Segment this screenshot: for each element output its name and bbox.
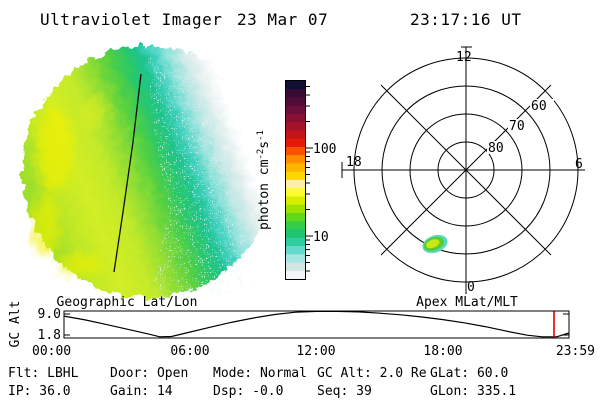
x-tick-label-0600: 06:00 — [170, 344, 209, 359]
colorbar-band — [286, 122, 305, 131]
dayglow-bright-patch — [32, 195, 60, 255]
page-title: Ultraviolet Imager — [40, 10, 222, 29]
colorbar-band — [286, 237, 305, 247]
timeline-y-axis-title: GC Alt — [8, 301, 23, 348]
x-tick-label-1800: 18:00 — [423, 344, 462, 359]
colorbar-units-label: photon cm-2s-1 — [256, 130, 272, 230]
timeline-y-ticks — [64, 313, 569, 336]
status-gcalt: GC Alt: 2.0 Re — [317, 366, 427, 381]
colorbar-band — [286, 97, 305, 107]
colorbar-units-main: photon cm — [257, 159, 272, 230]
colorbar-band — [286, 221, 305, 230]
status-door: Door: Open — [110, 366, 188, 381]
meridian-trace-line — [113, 73, 142, 273]
colorbar-band — [286, 254, 305, 263]
mlat-label-70: 70 — [509, 119, 525, 134]
uv-disk-image — [22, 46, 274, 302]
status-flt: Flt: LBHL — [8, 366, 79, 381]
status-readout: Flt: LBHL Door: Open Mode: Normal GC Alt… — [8, 366, 516, 399]
colorbar: 100 10 photon cm-2s-1 — [256, 80, 336, 280]
dayglow-bright-patch — [58, 253, 102, 277]
colorbar-band — [286, 105, 305, 115]
gc-alt-curve — [63, 310, 570, 338]
status-dsp: Dsp: -0.0 — [213, 384, 283, 399]
dayglow-bright-patch — [81, 94, 109, 130]
x-tick-label-0000: 00:00 — [32, 344, 71, 359]
colorbar-band — [286, 204, 305, 214]
colorbar-border — [285, 80, 306, 280]
y-tick-label-1-8: 1.8 — [38, 328, 61, 343]
colorbar-band — [286, 246, 305, 255]
colorbar-band — [286, 130, 305, 140]
mlat-label-bg — [530, 99, 554, 112]
x-tick-label-2359: 23:59 — [556, 344, 595, 359]
colorbar-band — [286, 138, 305, 148]
aurora-blob — [422, 234, 448, 254]
status-seq: Seq: 39 — [317, 384, 372, 399]
colorbar-bands — [286, 81, 305, 280]
colorbar-band — [286, 229, 305, 239]
colorbar-band — [286, 89, 305, 98]
aurora-blob-core — [426, 239, 440, 249]
header-date: 23 Mar 07 — [237, 10, 328, 29]
colorbar-tick-label-10: 10 — [313, 230, 329, 245]
disk-panel-caption: Geographic Lat/Lon — [57, 295, 198, 310]
polar-plot — [341, 46, 585, 294]
colorbar-units-sup1: -1 — [256, 130, 266, 141]
mlat-label-bg — [508, 119, 532, 132]
polar-labels: 12 18 6 0 80 70 60 — [346, 50, 583, 295]
colorbar-band — [286, 196, 305, 206]
colorbar-band — [286, 147, 305, 156]
timeline-box — [63, 310, 570, 339]
header-time: 23:17:16 UT — [410, 10, 521, 29]
colorbar-band — [286, 155, 305, 164]
mlt-label-18: 18 — [346, 155, 362, 170]
terminator-speckle-noise — [148, 56, 246, 302]
y-tick-label-9: 9.0 — [38, 307, 61, 322]
colorbar-units-s: s — [257, 141, 272, 149]
status-glon: GLon: 335.1 — [430, 384, 516, 399]
colorbar-band — [286, 180, 305, 189]
colorbar-ticks — [306, 86, 313, 272]
mlt-label-12: 12 — [456, 50, 472, 65]
gc-alt-timeline: GC Alt 9.0 1.8 00:00 06:00 12:00 18:00 2… — [8, 301, 595, 359]
colorbar-tick-label-100: 100 — [313, 142, 336, 157]
colorbar-units-sup2: -2 — [256, 149, 266, 160]
status-glat: GLat: 60.0 — [430, 366, 508, 381]
colorbar-band — [286, 262, 305, 272]
colorbar-band — [286, 114, 305, 123]
mlat-label-80: 80 — [488, 141, 504, 156]
mlt-spoke-diagonal-2 — [380, 84, 552, 256]
dayglow-bright-patch — [37, 108, 73, 192]
colorbar-band — [286, 188, 305, 197]
colorbar-band — [286, 270, 305, 280]
colorbar-band — [286, 81, 305, 90]
polar-panel-caption: Apex MLat/MLT — [416, 295, 518, 310]
x-tick-label-1200: 12:00 — [296, 344, 335, 359]
mlat-label-bg — [487, 141, 511, 154]
colorbar-band — [286, 171, 305, 181]
status-gain: Gain: 14 — [110, 384, 173, 399]
mlt-label-0: 0 — [467, 280, 475, 295]
mlt-label-6: 6 — [575, 157, 583, 172]
status-mode: Mode: Normal — [213, 366, 307, 381]
status-ip: IP: 36.0 — [8, 384, 71, 399]
mlat-label-60: 60 — [531, 99, 547, 114]
colorbar-band — [286, 213, 305, 222]
colorbar-band — [286, 163, 305, 173]
